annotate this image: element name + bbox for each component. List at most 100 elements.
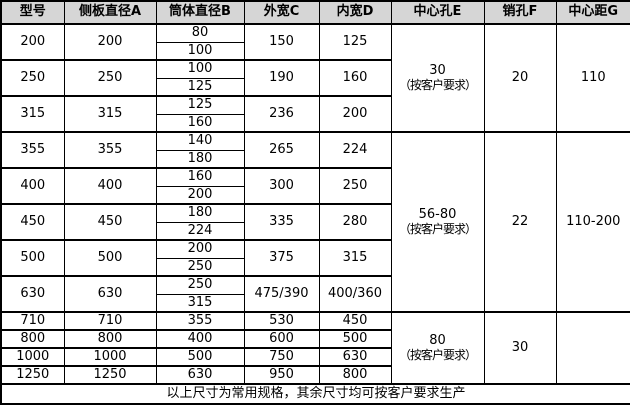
center-hole-value: 80 (429, 333, 446, 349)
model-cell: 710 (0, 311, 65, 331)
center-hole-note: （按客户要求） (398, 77, 477, 92)
header-model: 型号 (0, 0, 65, 25)
header-cylinder-diameter: 筒体直径B (155, 0, 245, 25)
table-row: 200 (1, 185, 630, 205)
header-inner-width: 内宽D (318, 0, 392, 25)
cylinder-dia-cell: 200 (155, 185, 245, 205)
side-plate-dia-cell: 500 (63, 239, 157, 277)
inner-width-cell: 315 (318, 239, 392, 277)
outer-width-cell: 530 (243, 311, 320, 331)
model-cell: 400 (0, 167, 65, 205)
model-cell: 200 (0, 23, 65, 61)
pin-hole-cell: 22 (483, 131, 557, 313)
outer-width-cell: 150 (243, 23, 320, 61)
cylinder-dia-cell: 355 (155, 311, 245, 331)
cylinder-dia-cell: 630 (155, 365, 245, 385)
pin-hole-cell: 20 (483, 23, 557, 133)
cylinder-dia-cell: 100 (155, 59, 245, 79)
table-row: 400 400 160 300 250 (0, 167, 630, 205)
center-hole-value: 30 (429, 63, 446, 79)
model-cell: 450 (0, 203, 65, 241)
table-row: 125 (1, 77, 630, 97)
model-cell: 1250 (0, 365, 65, 385)
outer-width-cell: 335 (243, 203, 320, 241)
inner-width-cell: 800 (318, 365, 392, 385)
inner-width-cell: 200 (318, 95, 392, 133)
cylinder-dia-cell: 200 (155, 239, 245, 259)
center-distance-cell: 110 (555, 23, 630, 133)
outer-width-cell: 300 (243, 167, 320, 205)
inner-width-cell: 450 (318, 311, 392, 331)
side-plate-dia-cell: 1250 (63, 365, 157, 385)
center-hole-note: （按客户要求） (398, 221, 477, 236)
table-row: 1250 1250 630 950 800 (0, 365, 630, 385)
cylinder-dia-cell: 250 (155, 257, 245, 277)
outer-width-cell: 375 (243, 239, 320, 277)
header-center-distance: 中心距G (555, 0, 630, 25)
inner-width-cell: 125 (318, 23, 392, 61)
outer-width-cell: 950 (243, 365, 320, 385)
model-cell: 630 (0, 275, 65, 313)
table-row: 630 630 250 475/390 400/360 (0, 275, 630, 313)
inner-width-cell: 630 (318, 347, 392, 367)
center-hole-cell: 56-80 （按客户要求） (390, 131, 485, 313)
table-row: 1000 1000 500 750 630 (0, 347, 630, 367)
model-cell: 1000 (0, 347, 65, 367)
table-row: 355 355 140 265 224 56-80 （按客户要求） 22 110… (0, 131, 630, 313)
cylinder-dia-cell: 500 (155, 347, 245, 367)
outer-width-cell: 190 (243, 59, 320, 97)
cylinder-dia-cell: 400 (155, 329, 245, 349)
outer-width-cell: 600 (243, 329, 320, 349)
center-hole-cell: 30 （按客户要求） (390, 23, 485, 133)
header-center-hole: 中心孔E (390, 0, 485, 25)
outer-width-cell: 475/390 (243, 275, 320, 313)
side-plate-dia-cell: 630 (63, 275, 157, 313)
inner-width-cell: 280 (318, 203, 392, 241)
side-plate-dia-cell: 1000 (63, 347, 157, 367)
table-row: 710 710 355 530 450 80 （按客户要求） 30 (0, 311, 630, 385)
cylinder-dia-cell: 180 (155, 203, 245, 223)
center-distance-cell: 110-200 (555, 131, 630, 313)
center-hole-note: （按客户要求） (398, 347, 477, 362)
table-row: 160 (1, 113, 630, 133)
cylinder-dia-cell: 100 (155, 41, 245, 61)
model-cell: 250 (0, 59, 65, 97)
header-outer-width: 外宽C (243, 0, 320, 25)
cylinder-dia-cell: 315 (155, 293, 245, 313)
header-pin-hole: 销孔F (483, 0, 557, 25)
header-row: 型号 侧板直径A 筒体直径B 外宽C 内宽D 中心孔E 销孔F 中心距G (0, 0, 630, 25)
outer-width-cell: 750 (243, 347, 320, 367)
side-plate-dia-cell: 355 (63, 131, 157, 169)
side-plate-dia-cell: 200 (63, 23, 157, 61)
side-plate-dia-cell: 250 (63, 59, 157, 97)
table-row: 200 200 80 150 125 30 （按客户要求） 20 110 (0, 23, 630, 133)
cylinder-dia-cell: 160 (155, 113, 245, 133)
outer-width-cell: 265 (243, 131, 320, 169)
footer-note: 以上尺寸为常用规格，其余尺寸均可按客户要求生产 (0, 383, 630, 405)
center-hole-cell: 80 （按客户要求） (390, 311, 485, 385)
cylinder-dia-cell: 250 (155, 275, 245, 295)
cylinder-dia-cell: 80 (155, 23, 245, 43)
footer-row: 以上尺寸为常用规格，其余尺寸均可按客户要求生产 (0, 383, 630, 405)
cylinder-dia-cell: 224 (155, 221, 245, 241)
side-plate-dia-cell: 800 (63, 329, 157, 349)
model-cell: 800 (0, 329, 65, 349)
cylinder-dia-cell: 125 (155, 95, 245, 115)
side-plate-dia-cell: 315 (63, 95, 157, 133)
table-row: 250 250 100 190 160 (0, 59, 630, 97)
side-plate-dia-cell: 400 (63, 167, 157, 205)
header-side-plate-diameter: 侧板直径A (63, 0, 157, 25)
model-cell: 500 (0, 239, 65, 277)
inner-width-cell: 250 (318, 167, 392, 205)
center-hole-value: 56-80 (418, 207, 457, 223)
inner-width-cell: 224 (318, 131, 392, 169)
table-row: 224 (1, 221, 630, 241)
outer-width-cell: 236 (243, 95, 320, 133)
model-cell: 355 (0, 131, 65, 169)
side-plate-dia-cell: 710 (63, 311, 157, 331)
cylinder-dia-cell: 140 (155, 131, 245, 151)
pin-hole-cell: 30 (483, 311, 557, 385)
model-cell: 315 (0, 95, 65, 133)
inner-width-cell: 160 (318, 59, 392, 97)
